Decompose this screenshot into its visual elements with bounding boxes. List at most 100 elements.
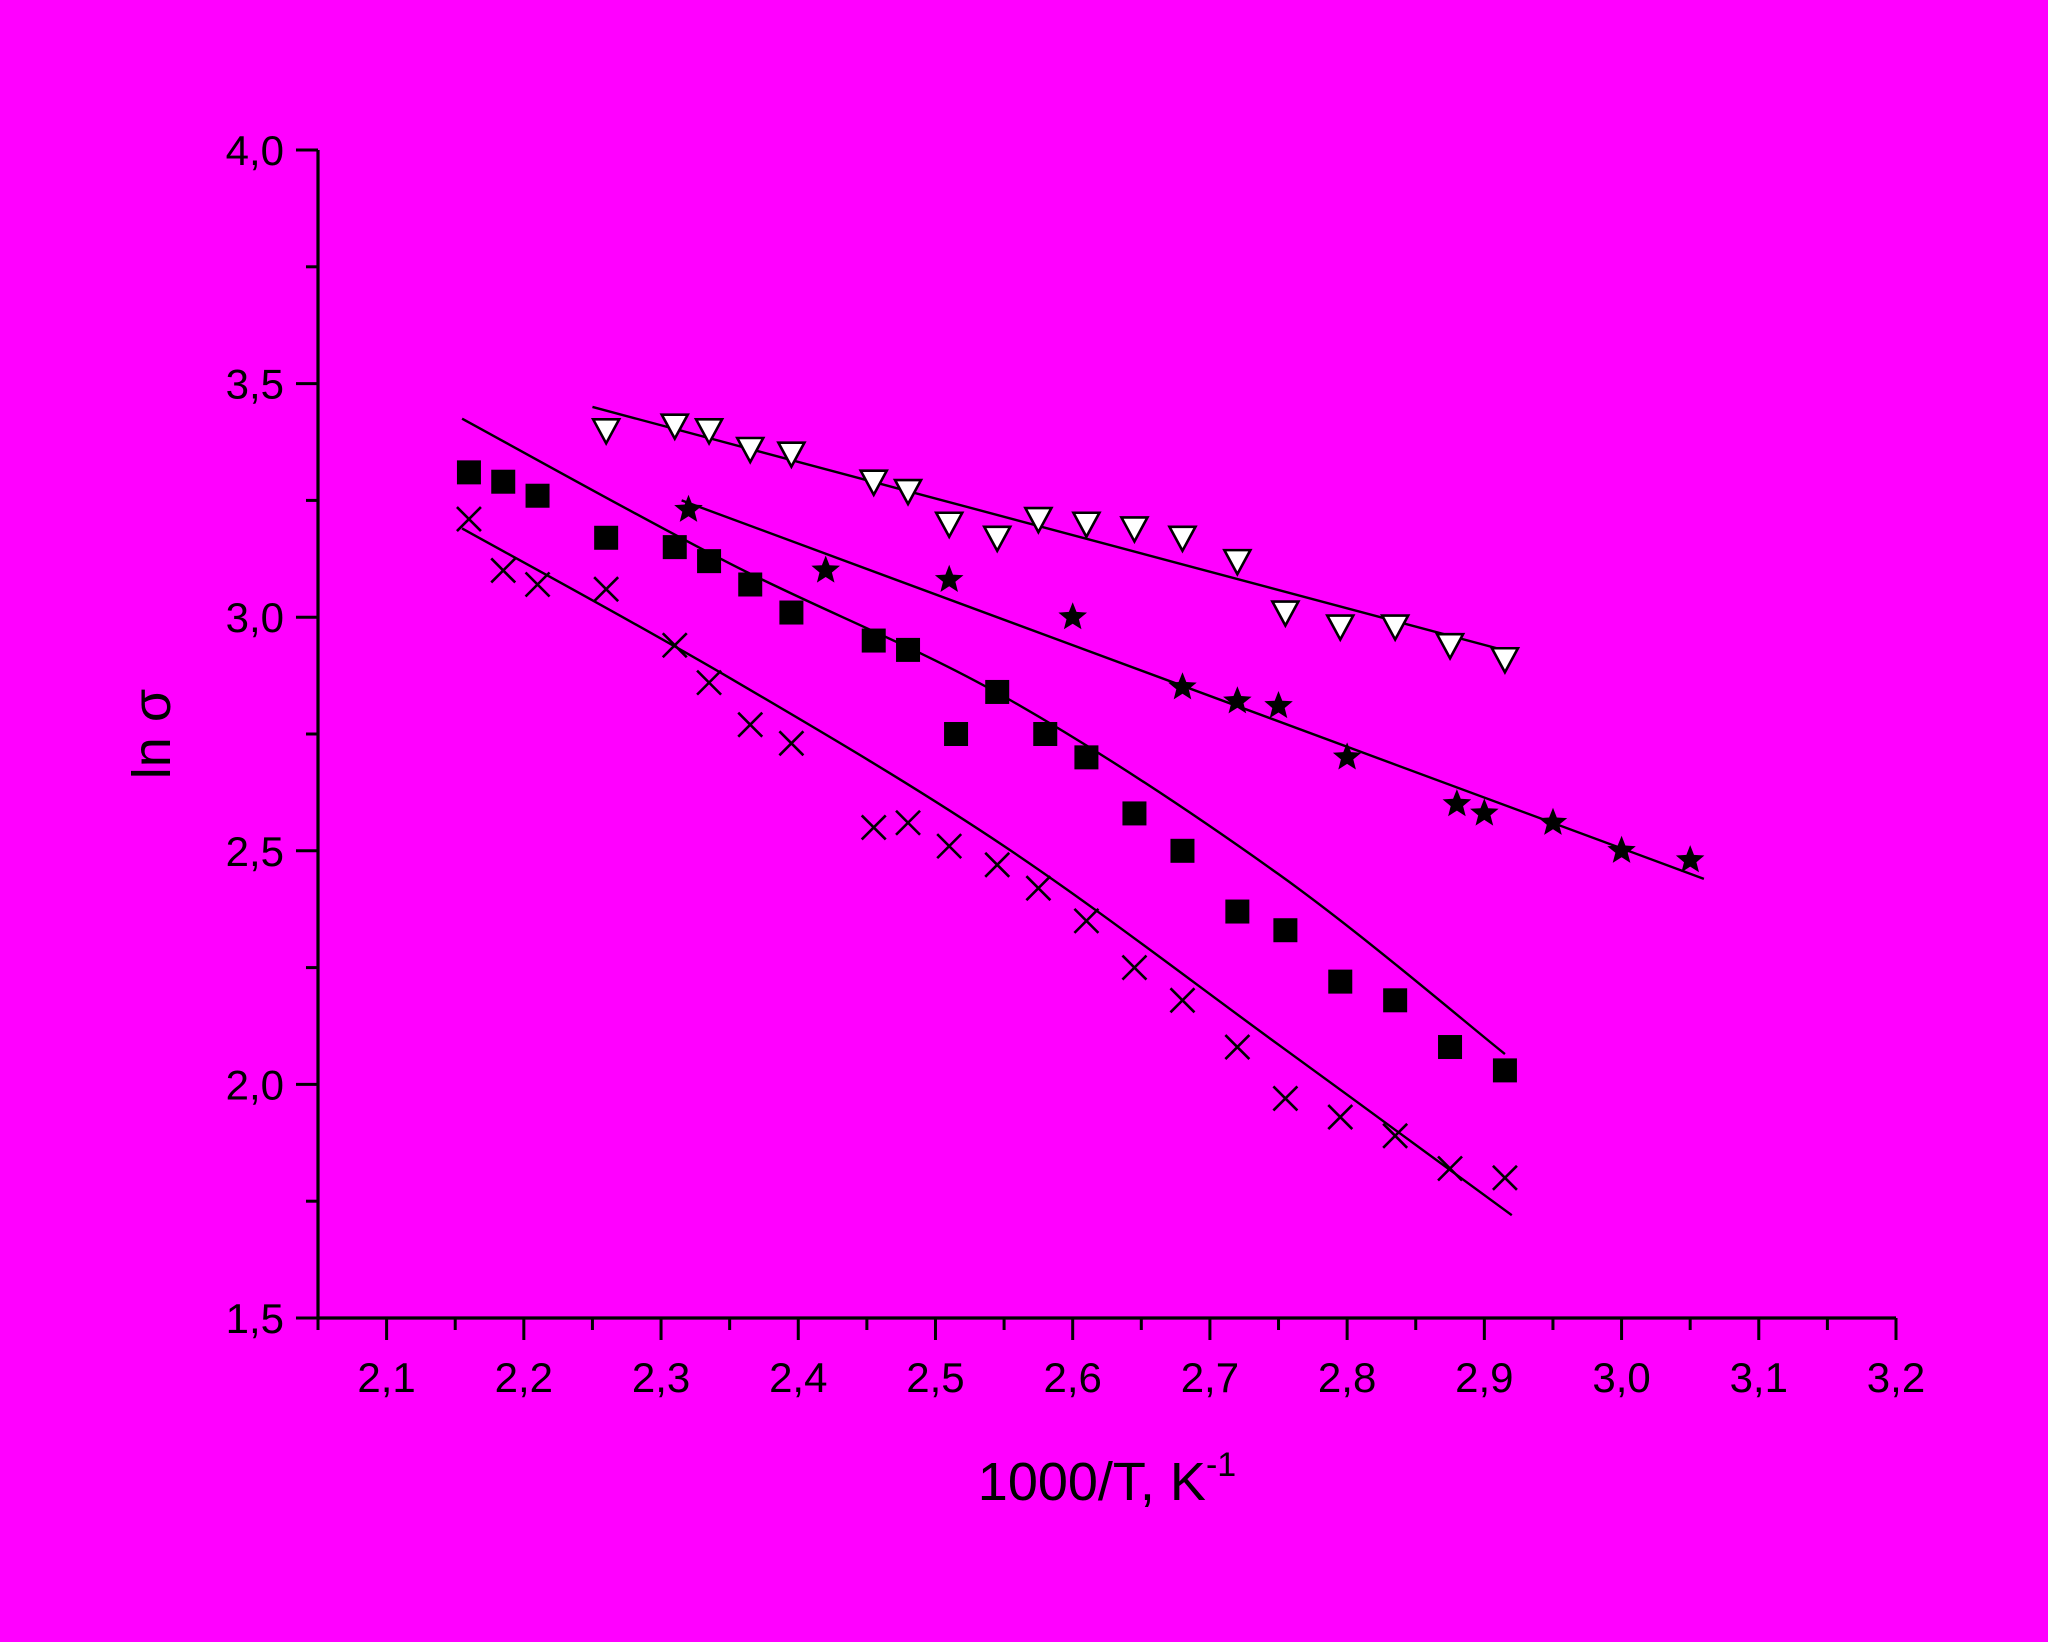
data-point-series-4	[778, 730, 805, 757]
fit-line-series-4	[461, 527, 1513, 1217]
x-tick-label: 2,7	[1181, 1354, 1239, 1401]
data-point-series-3	[779, 600, 804, 625]
data-point-series-2	[1058, 602, 1087, 630]
data-point-series-3	[1438, 1035, 1463, 1060]
data-point-series-3	[491, 469, 516, 494]
data-point-series-2	[811, 555, 840, 583]
data-point-series-2	[1675, 845, 1705, 873]
x-tick-label: 3,2	[1867, 1354, 1925, 1401]
x-tick-label: 2,4	[769, 1354, 827, 1401]
data-point-series-4	[524, 571, 551, 598]
data-point-series-4	[490, 557, 517, 584]
data-point-series-4	[1382, 1122, 1409, 1149]
data-point-series-4	[1492, 1164, 1518, 1191]
data-point-series-3	[525, 483, 550, 508]
data-point-series-2	[1168, 672, 1197, 700]
y-tick-label: 3,0	[226, 594, 284, 641]
data-point-series-4	[1169, 987, 1196, 1014]
data-point-series-4	[1437, 1155, 1463, 1182]
x-tick-label: 2,8	[1318, 1354, 1376, 1401]
data-point-series-3	[594, 525, 619, 550]
x-tick-label: 2,9	[1455, 1354, 1513, 1401]
x-tick-label: 2,1	[357, 1354, 415, 1401]
data-point-series-4	[1121, 954, 1148, 981]
data-point-series-3	[1033, 722, 1058, 746]
data-point-series-4	[661, 632, 688, 659]
y-tick-label: 1,5	[226, 1295, 284, 1342]
data-point-series-3	[697, 549, 722, 574]
data-point-series-4	[936, 833, 963, 860]
fit-line-series-2	[681, 499, 1705, 880]
data-point-series-1	[1379, 614, 1411, 643]
data-point-series-4	[737, 711, 764, 738]
data-point-series-1	[1023, 506, 1054, 535]
data-point-series-1	[735, 436, 766, 465]
y-tick-label: 3,5	[226, 361, 284, 408]
data-point-series-3	[896, 637, 921, 662]
x-ticks: 2,1 2,2 2,3 2,4 2,5 2,6 2,7 2,8 2,9 3,0 3,1 3,2	[316, 1318, 1925, 1401]
data-point-series-4	[1224, 1034, 1251, 1060]
data-point-series-1	[858, 469, 889, 498]
data-point-series-2	[1442, 789, 1472, 817]
y-tick-label: 4,0	[226, 127, 284, 174]
data-point-series-1	[1489, 646, 1521, 675]
data-point-series-1	[776, 441, 807, 470]
data-point-series-1	[934, 511, 965, 540]
data-point-series-4	[1327, 1104, 1354, 1131]
data-point-series-1	[982, 525, 1013, 554]
data-point-series-4	[1025, 875, 1052, 902]
data-point-series-3	[1383, 988, 1408, 1013]
data-point-series-4	[593, 576, 620, 603]
data-point-series-2	[1470, 798, 1499, 826]
x-tick-label: 2,6	[1044, 1354, 1102, 1401]
x-tick-label: 3,1	[1730, 1354, 1788, 1401]
data-point-series-2	[674, 494, 703, 522]
fit-line-series-1	[592, 405, 1513, 654]
x-axis-title-superscript: -1	[1206, 1446, 1236, 1484]
data-point-series-1	[1270, 600, 1301, 629]
data-point-series-4	[984, 851, 1011, 878]
data-point-series-3	[1170, 838, 1195, 863]
x-tick-label: 2,5	[906, 1354, 964, 1401]
data-point-series-4	[696, 669, 722, 696]
data-point-series-3	[1074, 745, 1099, 770]
data-point-series-3	[662, 535, 687, 560]
data-point-series-3	[1492, 1058, 1517, 1083]
data-point-series-1	[590, 418, 622, 447]
y-tick-label: 2,0	[226, 1061, 284, 1108]
y-ticks: 1,5 2,0 2,5 3,0 3,5 4,0	[226, 127, 318, 1342]
x-axis-title: 1000/T, K-1	[978, 1446, 1236, 1512]
data-point-series-1	[659, 413, 690, 442]
data-points	[456, 413, 1705, 1191]
data-point-series-3	[1273, 918, 1298, 943]
data-point-series-3	[985, 679, 1010, 704]
data-point-series-3	[738, 572, 763, 597]
data-point-series-1	[1222, 548, 1253, 577]
data-point-series-1	[693, 418, 725, 447]
data-point-series-1	[1167, 525, 1198, 554]
x-tick-label: 3,0	[1592, 1354, 1650, 1401]
data-point-series-1	[1119, 516, 1150, 545]
data-point-series-4	[860, 814, 887, 841]
data-point-series-2	[1223, 686, 1252, 714]
data-point-series-1	[1325, 614, 1356, 643]
axes: 1,5 2,0 2,5 3,0 3,5 4,0 2,1 2,2 2,3 2,4 2,5 2,6 2,7…	[226, 127, 1926, 1401]
data-point-series-3	[1122, 801, 1147, 826]
x-axis-title-text: 1000/T, K	[978, 1452, 1206, 1512]
data-point-series-2	[1264, 691, 1293, 719]
x-tick-label: 2,2	[495, 1354, 553, 1401]
y-axis-title: ln σ	[122, 689, 182, 779]
data-point-series-4	[1272, 1085, 1299, 1112]
data-point-series-3	[861, 628, 886, 653]
data-point-series-1	[1071, 511, 1102, 540]
data-point-series-3	[456, 460, 481, 485]
x-tick-label: 2,3	[632, 1354, 690, 1401]
data-point-series-3	[944, 722, 969, 746]
fit-line-series-3	[461, 417, 1506, 1055]
data-point-series-1	[892, 478, 924, 507]
data-point-series-4	[895, 809, 921, 836]
data-point-series-3	[1225, 899, 1250, 924]
data-point-series-1	[1434, 632, 1466, 661]
y-tick-label: 2,5	[226, 828, 284, 875]
